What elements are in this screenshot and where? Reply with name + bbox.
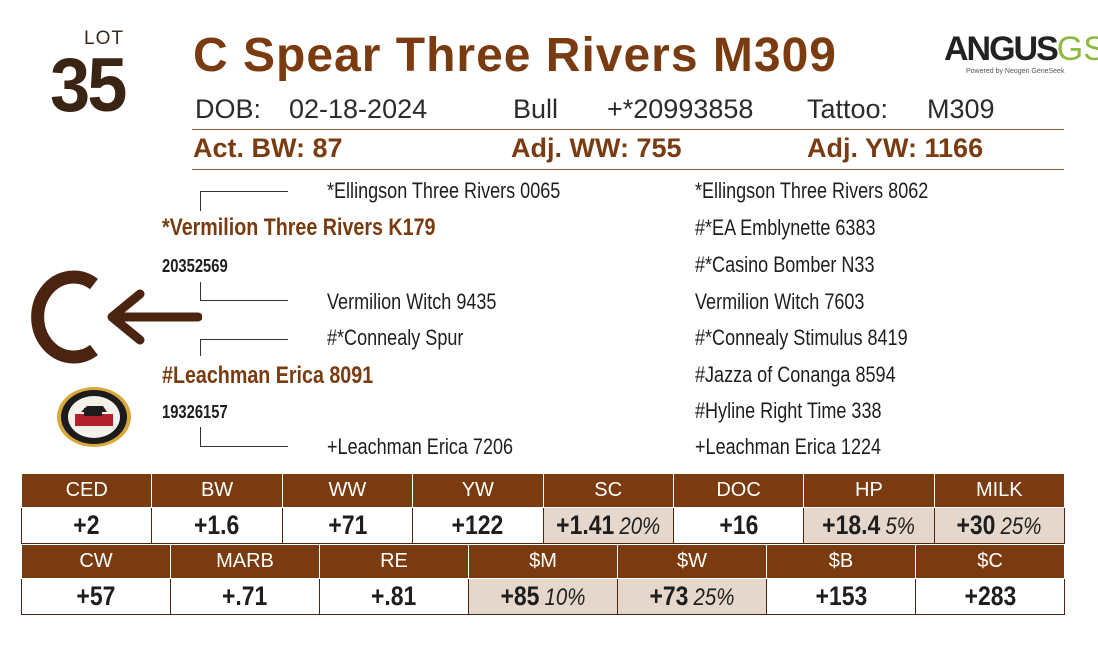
epd-value-text: +18.4 <box>822 510 881 540</box>
epd-value-text: +153 <box>815 581 867 611</box>
epd-value-text: +1.41 <box>556 510 615 540</box>
epd-header-marb: MARB <box>170 544 320 579</box>
great-grandparent: #*Connealy Stimulus 8419 <box>695 325 908 350</box>
epd-percentile: 5% <box>885 513 916 540</box>
epd-value-dollar-c: +283 <box>915 578 1065 615</box>
divider <box>192 129 1064 130</box>
epd-header-dollar-c: $C <box>915 544 1065 579</box>
great-grandparent: #*EA Emblynette 6383 <box>695 215 876 240</box>
epd-value-text: +71 <box>327 510 367 540</box>
epd-value-dollar-b: +153 <box>766 578 916 615</box>
pedigree-line <box>200 427 201 446</box>
epd-percentile: 20% <box>619 513 661 540</box>
pedigree-line <box>200 282 201 300</box>
lot-label: LOT <box>84 28 124 49</box>
dam-registration: 19326157 <box>162 402 228 422</box>
dob-label: DOB: <box>195 94 262 124</box>
epd-value-bw: +1.6 <box>151 507 283 544</box>
epd-value-sc: +1.41 20% <box>542 507 674 544</box>
pedigree-line <box>200 339 288 340</box>
epd-value-dollar-w: +73 25% <box>617 578 767 615</box>
epd-value-yw: +122 <box>412 507 544 544</box>
epd-header-dollar-m: $M <box>468 544 618 579</box>
epd-header-re: RE <box>319 544 469 579</box>
great-grandparent: #*Casino Bomber N33 <box>695 252 875 277</box>
great-grandparent: #Hyline Right Time 338 <box>695 398 882 423</box>
tattoo-label: Tattoo: <box>807 94 889 124</box>
birth-weight: Act. BW: 87 <box>193 133 343 163</box>
lot-number: 35 <box>50 43 127 128</box>
epd-value-doc: +16 <box>672 507 805 544</box>
sire-registration: 20352569 <box>162 256 228 276</box>
epd-header-doc: DOC <box>672 473 805 508</box>
dob-value: 02-18-2024 <box>289 94 428 124</box>
brand-c-arrow-icon <box>31 270 202 364</box>
epd-value-text: +.81 <box>371 581 417 611</box>
epd-header-yw: YW <box>412 473 544 508</box>
epd-value-text: +57 <box>76 581 116 611</box>
epd-percentile: 10% <box>544 584 586 611</box>
epd-table-secondary: CW MARB RE $M $W $B $C +57 +.71 +.81 +85 10% +73 25%… <box>21 544 1065 615</box>
sire-sire: *Ellingson Three Rivers 0065 <box>327 178 561 203</box>
pedigree-line <box>200 446 288 447</box>
pedigree-line <box>200 339 201 356</box>
epd-header-bw: BW <box>151 473 283 508</box>
epd-value-ww: +71 <box>281 507 414 544</box>
epd-value-text: +30 <box>956 510 996 540</box>
epd-value-marb: +.71 <box>170 578 320 615</box>
epd-header-cw: CW <box>21 544 171 579</box>
epd-value-text: +16 <box>719 510 759 540</box>
tattoo-value: M309 <box>927 94 995 124</box>
weights-row: Act. BW: 87 Adj. WW: 755 Adj. YW: 1166 <box>193 133 1063 167</box>
epd-value-text: +.71 <box>222 581 268 611</box>
epd-value-milk: +30 25% <box>933 507 1066 544</box>
divider <box>192 169 1064 170</box>
epd-value-hp: +18.4 5% <box>803 507 935 544</box>
weaning-weight: Adj. WW: 755 <box>511 133 682 163</box>
epd-value-text: +122 <box>451 510 504 540</box>
epd-value-text: +73 <box>649 581 689 611</box>
epd-percentile: 25% <box>1000 513 1042 540</box>
epd-value-text: +1.6 <box>194 510 240 540</box>
epd-value-ced: +2 <box>20 507 153 544</box>
epd-header-sc: SC <box>542 473 674 508</box>
dam-dam: +Leachman Erica 7206 <box>327 434 514 459</box>
epd-value-re: +.81 <box>319 578 469 615</box>
epd-value-text: +85 <box>500 581 540 611</box>
sex-value: Bull <box>513 94 559 124</box>
epd-header-ww: WW <box>281 473 414 508</box>
info-row: DOB: 02-18-2024 Bull +*20993858 Tattoo: … <box>195 94 1065 128</box>
animal-name-title: C Spear Three Rivers M309 <box>193 29 837 82</box>
epd-percentile: 25% <box>693 584 735 611</box>
pedigree-line <box>200 191 288 192</box>
epd-header-milk: MILK <box>933 473 1066 508</box>
registration-number: +*20993858 <box>607 94 754 124</box>
great-grandparent: Vermilion Witch 7603 <box>695 289 865 314</box>
epd-header-dollar-w: $W <box>617 544 767 579</box>
sire-name: *Vermilion Three Rivers K179 <box>162 214 436 241</box>
epd-value-text: +283 <box>964 581 1016 611</box>
epd-value-cw: +57 <box>21 578 171 615</box>
pedigree-line <box>200 191 201 211</box>
pedigree-line <box>200 300 288 301</box>
epd-header-ced: CED <box>20 473 153 508</box>
certified-seal-icon <box>57 387 131 447</box>
great-grandparent: +Leachman Erica 1224 <box>695 434 882 459</box>
epd-value-dollar-m: +85 10% <box>468 578 618 615</box>
great-grandparent: #Jazza of Conanga 8594 <box>695 362 896 387</box>
great-grandparent: *Ellingson Three Rivers 8062 <box>695 178 929 203</box>
angus-gs-logo: ANGUSGS Powered by Neogen GeneSeek <box>944 30 1098 75</box>
sire-dam: Vermilion Witch 9435 <box>327 289 497 314</box>
epd-value-text: +2 <box>73 510 100 540</box>
dam-name: #Leachman Erica 8091 <box>162 362 374 389</box>
dam-sire: #*Connealy Spur <box>327 325 464 350</box>
yearling-weight: Adj. YW: 1166 <box>807 133 984 163</box>
epd-header-hp: HP <box>803 473 935 508</box>
epd-header-dollar-b: $B <box>766 544 916 579</box>
epd-table-primary: CED BW WW YW SC DOC HP MILK +2 +1.6 +71 +122 +1.41 2… <box>20 473 1066 544</box>
